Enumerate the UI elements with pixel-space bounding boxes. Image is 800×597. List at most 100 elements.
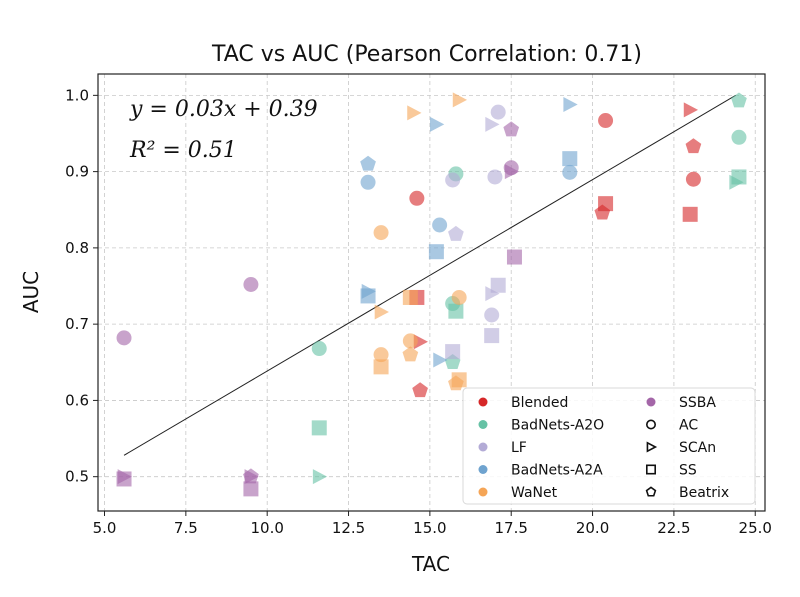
- data-point: [485, 116, 500, 132]
- data-point: [685, 171, 701, 187]
- data-point: [360, 288, 376, 304]
- data-point: [484, 307, 500, 323]
- r-squared: R² = 0.51: [129, 138, 237, 163]
- x-axis-label: TAC: [411, 552, 450, 576]
- legend-label: SCAn: [679, 440, 716, 456]
- data-point: [243, 276, 259, 292]
- data-point: [683, 102, 699, 118]
- data-point: [409, 190, 425, 206]
- data-point: [731, 129, 747, 145]
- legend-marker: [646, 441, 658, 453]
- data-point: [311, 341, 327, 357]
- y-tick-label: 0.9: [65, 163, 89, 181]
- data-point: [373, 359, 389, 375]
- legend-marker: [645, 419, 656, 430]
- fit-line-layer: [123, 94, 736, 456]
- legend-box: [462, 387, 756, 505]
- data-point: [312, 469, 328, 485]
- data-point: [562, 151, 578, 167]
- axis-ticks: 5.0 7.5 10.0 12.5 15.0 17.5 20.0 22.5 25.0 0.5 0.6…: [65, 86, 772, 537]
- legend-label: AC: [679, 418, 698, 434]
- data-point: [452, 92, 468, 108]
- x-tick-label: 20.0: [576, 519, 609, 537]
- plot-frame: [97, 73, 766, 512]
- legend-label: BadNets-A2O: [511, 418, 604, 434]
- data-point: [407, 105, 422, 121]
- x-tick-label: 7.5: [174, 519, 198, 537]
- data-point: [503, 121, 520, 137]
- data-point: [484, 328, 500, 344]
- legend-label: BadNets-A2A: [511, 463, 603, 479]
- data-point: [412, 382, 428, 398]
- data-point: [433, 352, 448, 368]
- data-points: [116, 92, 747, 497]
- x-tick-label: 22.5: [657, 519, 690, 537]
- data-point: [402, 333, 418, 349]
- data-point: [360, 174, 376, 190]
- regression-line: [123, 94, 736, 456]
- y-tick-label: 0.6: [65, 391, 89, 409]
- data-point: [506, 249, 522, 265]
- x-tick-label: 5.0: [93, 519, 117, 537]
- legend-label: Beatrix: [679, 485, 729, 501]
- data-point: [451, 289, 467, 305]
- data-point: [448, 375, 464, 391]
- y-tick-label: 0.7: [65, 315, 89, 333]
- legend-label: SS: [679, 463, 697, 479]
- data-point: [116, 471, 132, 487]
- data-point: [311, 420, 327, 436]
- data-point: [731, 92, 747, 108]
- data-point: [445, 172, 461, 188]
- chart-title: TAC vs AUC (Pearson Correlation: 0.71): [211, 42, 642, 67]
- data-point: [490, 104, 506, 120]
- x-tick-label: 25.0: [739, 519, 772, 537]
- data-point: [374, 304, 389, 320]
- data-point: [373, 347, 389, 363]
- data-point: [243, 468, 259, 484]
- legend-marker: [478, 442, 488, 452]
- legend-marker: [645, 486, 657, 497]
- data-point: [243, 481, 259, 497]
- legend-marker: [478, 487, 488, 497]
- legend-label: LF: [511, 440, 527, 456]
- data-point: [485, 286, 500, 302]
- data-point: [682, 206, 698, 222]
- fit-equation: y = 0.03x + 0.39: [129, 97, 318, 122]
- x-tick-label: 12.5: [332, 519, 365, 537]
- data-point: [490, 277, 506, 293]
- data-point: [373, 225, 389, 241]
- data-point: [360, 155, 376, 171]
- legend: Blended BadNets-A2O LF BadNets-A2A WaNet SSBA…: [462, 387, 756, 505]
- data-point: [432, 217, 448, 233]
- data-point: [402, 289, 418, 305]
- y-tick-label: 0.5: [65, 468, 89, 486]
- data-point: [685, 138, 702, 154]
- data-point: [430, 116, 445, 132]
- data-point: [445, 344, 461, 360]
- legend-label: Blended: [511, 395, 568, 411]
- legend-marker: [646, 397, 656, 407]
- legend-marker: [478, 465, 488, 474]
- x-tick-label: 15.0: [413, 519, 446, 537]
- data-point: [594, 204, 611, 220]
- legend-marker: [478, 420, 488, 429]
- x-tick-label: 17.5: [495, 519, 528, 537]
- legend-marker: [478, 397, 488, 407]
- data-point: [413, 334, 428, 350]
- data-point: [448, 303, 464, 319]
- data-point: [487, 169, 503, 185]
- legend-marker: [645, 464, 656, 475]
- data-point: [428, 244, 444, 260]
- legend-label: SSBA: [679, 395, 716, 411]
- data-point: [731, 169, 747, 185]
- data-point: [448, 225, 464, 241]
- y-tick-label: 0.8: [65, 239, 89, 257]
- data-point: [402, 346, 419, 362]
- y-axis-label: AUC: [19, 271, 43, 313]
- data-point: [563, 97, 578, 113]
- x-tick-label: 10.0: [250, 519, 283, 537]
- data-point: [504, 164, 520, 180]
- data-point: [116, 330, 132, 346]
- data-point: [598, 113, 614, 129]
- legend-label: WaNet: [511, 485, 558, 501]
